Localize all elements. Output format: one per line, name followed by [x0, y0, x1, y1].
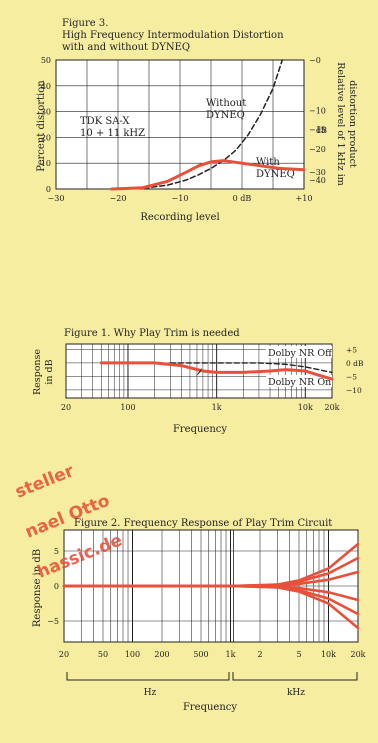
fig3-title-line1: Figure 3. [62, 18, 108, 29]
fig3-title-line3: with and without DYNEQ [62, 42, 190, 53]
fig2-x-tick-label: 10k [321, 650, 336, 659]
fig2-x-tick-label: 20 [59, 650, 69, 659]
fig3-y2-axis-label-line1: Relative level of 1 kHz im [335, 62, 346, 185]
fig2-x-tick-label: 2 [257, 650, 262, 659]
fig3-y2-tick-label: −10 [309, 106, 326, 115]
figure-1: Figure 1. Why Play Trim is needed 20 100 1… [32, 328, 364, 435]
fig2-series-curve-6 [62, 584, 360, 630]
fig1-y-axis-label-line1: Response [32, 349, 43, 395]
fig1-x-tick-label: 20k [324, 403, 339, 412]
fig3-series [110, 59, 306, 191]
fig3-y2-tick-label: −20 [309, 145, 326, 154]
fig2-title: Figure 2. Frequency Response of Play Tri… [74, 518, 332, 529]
fig1-y2-tick-label: 0 dB [346, 359, 364, 368]
fig1-x-tick-label: 1k [212, 403, 222, 412]
fig3-series-without-dyneq [111, 59, 284, 190]
fig2-y-tick-label: 0 [54, 582, 59, 591]
fig1-label-off-bg [266, 346, 332, 358]
fig2-x-tick-label: 5 [296, 650, 301, 659]
fig2-khz-bracket [232, 672, 358, 681]
fig3-x-tick-label: +10 [296, 194, 313, 203]
fig3-y2-tick-label: −30 [309, 168, 326, 177]
fig1-x-axis-label: Frequency [173, 424, 227, 435]
fig3-without-label-line2: DYNEQ [206, 110, 245, 121]
fig1-series-dolby-nr-on [99, 361, 334, 381]
fig1-y2-tick-label: −5 [346, 372, 357, 381]
fig1-label-off: Dolby NR Off [268, 348, 333, 359]
fig3-title-line2: High Frequency Intermodulation Distortio… [62, 30, 284, 41]
fig1-series-dolby-nr-off [169, 362, 333, 374]
fig3-tick-labels: −30 −20 −10 0 dB +10 0 10 20 30 40 50 −0 −10 −15 −20 −3… [41, 56, 326, 203]
fig1-y-axis-label-line2: in dB [44, 359, 55, 384]
fig2-series [62, 542, 360, 630]
fig3-x-axis-label: Recording level [140, 212, 219, 223]
fig2-x-axis-label: Frequency [183, 702, 237, 713]
fig2-x-tick-label: 500 [193, 650, 208, 659]
fig1-label-on: Dolby NR On [268, 377, 331, 388]
fig1-x-tick-label: 20 [61, 403, 71, 412]
fig3-x-tick-label: −20 [110, 194, 127, 203]
fig3-tape-label-line2: 10 + 11 kHZ [80, 128, 145, 139]
fig2-y-tick-label: −5 [47, 617, 59, 626]
fig2-y-axis-label: Response in dB [32, 549, 43, 627]
fig2-x-tick-label: 100 [125, 650, 140, 659]
fig3-y2-tick-label: −0 [309, 56, 321, 65]
fig1-y2-tick-label: −10 [346, 386, 362, 395]
fig3-y2-unit: dB [316, 126, 327, 135]
fig2-x-tick-label: 200 [154, 650, 169, 659]
fig1-x-tick-label: 10k [298, 403, 313, 412]
fig3-y-tick-label: 30 [41, 108, 51, 117]
fig1-x-tick-label: 100 [120, 403, 135, 412]
fig1-title: Figure 1. Why Play Trim is needed [64, 328, 240, 339]
fig1-tick-labels: 20 100 1k 10k 20k +5 0 dB −5 −10 [61, 345, 364, 412]
figure-3: Figure 3. High Frequency Intermodulation… [36, 18, 358, 223]
fig3-with-label-line2: DYNEQ [256, 169, 295, 180]
fig3-y2-tick-label: −40 [309, 176, 326, 185]
fig3-series-with-dyneq [110, 159, 306, 191]
fig3-y-tick-label: 20 [41, 133, 51, 142]
fig3-y-tick-label: 50 [41, 56, 51, 65]
fig3-y2-axis-label-line2: distortion product [347, 80, 358, 168]
fig3-without-label-line1: Without [206, 98, 246, 109]
fig3-tape-label-line1: TDK SA-X [80, 116, 130, 127]
figure-2: Figure 2. Frequency Response of Play Tri… [32, 518, 366, 713]
fig3-x-tick-label: −30 [48, 194, 65, 203]
fig3-y-tick-label: 0 [46, 185, 51, 194]
fig2-band-hz: Hz [144, 688, 157, 698]
fig1-y2-tick-label: +5 [346, 345, 357, 354]
fig1-pen-mark [196, 368, 202, 376]
fig1-series [99, 361, 334, 381]
fig3-x-tick-label: −10 [172, 194, 189, 203]
fig2-band-khz: kHz [287, 688, 305, 698]
fig2-x-tick-label: 50 [98, 650, 108, 659]
watermark-line1: steller [12, 461, 77, 503]
fig3-x-tick-label: 0 dB [233, 194, 252, 203]
fig1-label-on-bg [266, 375, 332, 387]
fig2-y-tick-label: 5 [54, 547, 59, 556]
fig3-with-label-line1: With [256, 157, 280, 168]
fig3-y-tick-label: 40 [41, 82, 51, 91]
fig3-y-tick-label: 10 [41, 159, 51, 168]
fig2-x-tick-label: 20k [350, 650, 365, 659]
fig3-y2-tick-label: −15 [309, 126, 326, 135]
fig2-x-tick-label: 1k [226, 650, 236, 659]
fig2-hz-bracket [66, 672, 230, 681]
fig3-y-axis-label: Percent distortion [36, 80, 47, 172]
